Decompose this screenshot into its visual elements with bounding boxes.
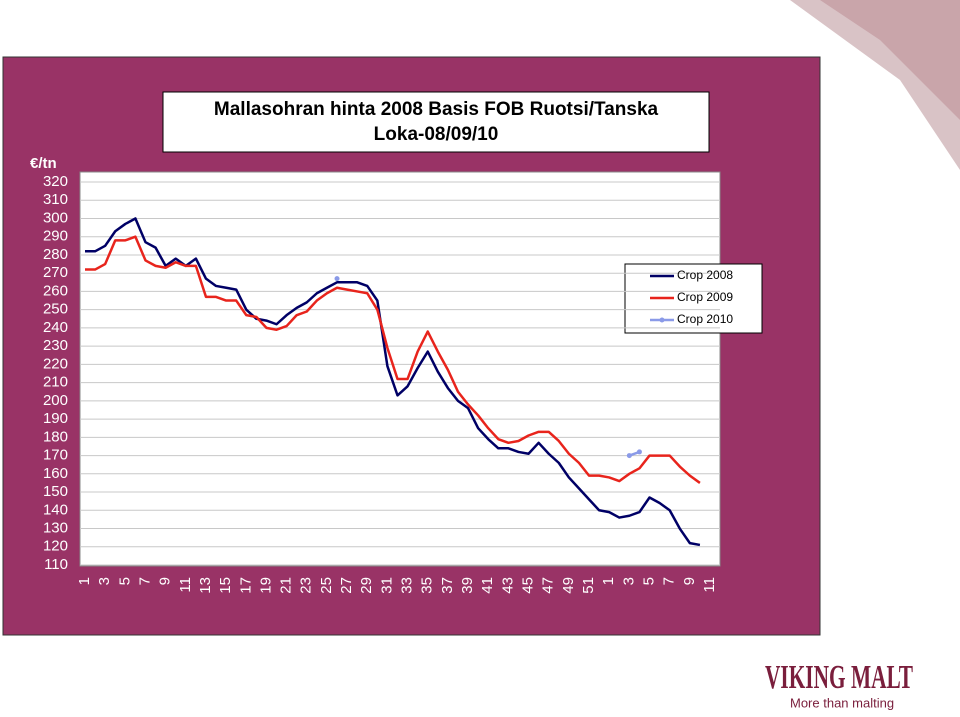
x-tick-label: 25 xyxy=(318,577,335,594)
plot: 1101201301401501601701801902002102202302… xyxy=(43,173,733,594)
x-tick-label: 49 xyxy=(560,577,577,594)
chart-title: Mallasohran hinta 2008 Basis FOB Ruotsi/… xyxy=(214,99,659,120)
logo-name: VIKING MALT xyxy=(765,659,913,696)
x-tick-label: 3 xyxy=(96,577,113,585)
x-tick-label: 23 xyxy=(298,577,315,594)
y-tick-label: 190 xyxy=(43,410,68,427)
x-tick-label: 41 xyxy=(479,577,496,594)
x-tick-label: 27 xyxy=(338,577,355,594)
series-line xyxy=(85,235,701,484)
y-tick-label: 110 xyxy=(44,556,68,573)
point-marker xyxy=(626,453,632,459)
x-tick-label: 9 xyxy=(681,577,698,585)
x-tick-label: 51 xyxy=(580,577,597,594)
y-tick-label: 320 xyxy=(43,173,68,190)
x-tick-label: 3 xyxy=(620,577,637,585)
legend xyxy=(624,263,763,334)
x-tick-label: 19 xyxy=(257,577,274,594)
x-tick-label: 7 xyxy=(136,577,153,585)
x-tick-label: 1 xyxy=(600,577,617,585)
y-tick-label: 120 xyxy=(43,538,68,555)
legend-label: Crop 2008 xyxy=(677,268,733,282)
x-tick-label: 13 xyxy=(197,577,214,594)
x-tick-label: 45 xyxy=(520,577,537,594)
y-axis-label: €/tn xyxy=(30,155,57,172)
title-box xyxy=(162,91,710,153)
y-tick-label: 180 xyxy=(43,428,68,445)
y-tick-label: 130 xyxy=(43,519,68,536)
y-tick-label: 210 xyxy=(43,374,68,391)
x-tick-label: 5 xyxy=(116,577,133,585)
x-tick-label: 35 xyxy=(419,577,436,594)
x-tick-label: 29 xyxy=(358,577,375,594)
x-tick-label: 43 xyxy=(499,577,516,594)
x-tick-label: 39 xyxy=(459,577,476,594)
x-tick-label: 1 xyxy=(76,577,93,585)
y-tick-label: 160 xyxy=(43,465,68,482)
y-tick-label: 150 xyxy=(43,483,68,500)
x-tick-label: 37 xyxy=(439,577,456,594)
x-tick-label: 11 xyxy=(177,577,194,593)
y-tick-label: 250 xyxy=(43,301,68,318)
y-tick-label: 260 xyxy=(43,282,68,299)
point-marker xyxy=(334,276,340,282)
x-tick-label: 7 xyxy=(661,577,678,585)
x-tick-label: 33 xyxy=(399,577,416,594)
y-tick-label: 140 xyxy=(43,501,68,518)
y-tick-label: 310 xyxy=(43,191,68,208)
y-tick-label: 220 xyxy=(43,355,68,372)
x-tick-label: 17 xyxy=(237,577,254,594)
x-tick-label: 9 xyxy=(157,577,174,585)
y-tick-label: 300 xyxy=(43,209,68,226)
x-tick-label: 11 xyxy=(701,577,718,593)
y-tick-label: 170 xyxy=(43,447,68,464)
point-marker xyxy=(636,449,642,455)
chart-subtitle: Loka-08/09/10 xyxy=(374,124,499,145)
logo-tagline: More than malting xyxy=(790,695,894,710)
legend-marker xyxy=(659,317,665,323)
y-tick-label: 270 xyxy=(43,264,68,281)
legend-label: Crop 2009 xyxy=(677,290,733,304)
y-tick-label: 290 xyxy=(43,228,68,245)
x-tick-label: 5 xyxy=(640,577,657,585)
y-tick-label: 230 xyxy=(43,337,68,354)
plot-area xyxy=(79,171,721,567)
y-tick-label: 280 xyxy=(43,246,68,263)
x-tick-label: 21 xyxy=(278,577,295,594)
legend-label: Crop 2010 xyxy=(677,312,733,326)
x-tick-label: 47 xyxy=(540,577,557,594)
y-tick-label: 240 xyxy=(43,319,68,336)
y-tick-label: 200 xyxy=(43,392,68,409)
x-tick-label: 31 xyxy=(378,577,395,594)
wheat-decoration xyxy=(820,0,960,120)
x-tick-label: 15 xyxy=(217,577,234,594)
